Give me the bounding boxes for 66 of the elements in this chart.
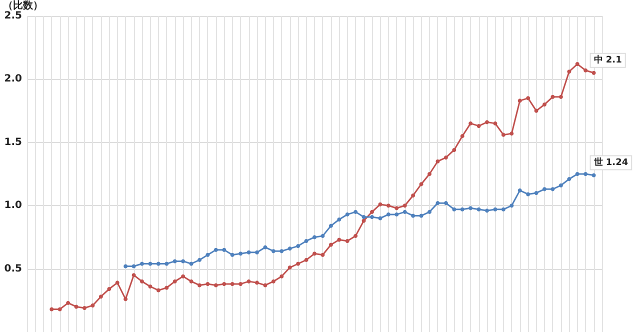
point <box>501 207 506 212</box>
y-tick-label: 2.5 <box>4 10 22 22</box>
point <box>567 177 572 182</box>
point <box>419 214 424 218</box>
point <box>214 248 218 252</box>
y-tick-label: 1.0 <box>4 200 22 212</box>
y-tick-label: 1.5 <box>4 136 22 148</box>
point <box>362 214 366 219</box>
point <box>271 249 276 254</box>
point <box>354 210 358 214</box>
point <box>468 206 473 210</box>
point <box>493 207 498 212</box>
y-axis-title: （比数） <box>3 0 43 12</box>
point <box>198 258 202 262</box>
point <box>296 244 300 248</box>
point <box>124 264 128 268</box>
point <box>288 246 292 251</box>
point <box>411 214 416 218</box>
point <box>164 262 169 266</box>
point <box>320 234 325 238</box>
point <box>172 259 177 264</box>
point <box>378 216 382 220</box>
point <box>156 262 160 266</box>
point <box>510 204 514 208</box>
point <box>444 201 448 206</box>
point <box>189 262 194 266</box>
point <box>280 249 284 254</box>
point <box>542 187 546 192</box>
point <box>592 173 596 178</box>
point <box>584 172 588 176</box>
point <box>337 218 342 222</box>
text: 世 1.24 <box>594 158 628 168</box>
point <box>436 201 440 206</box>
point <box>255 250 259 254</box>
point <box>386 212 390 216</box>
point <box>370 214 374 219</box>
y-tick-label: 0.5 <box>4 263 22 274</box>
point <box>534 190 538 195</box>
point <box>452 207 456 212</box>
y-tick-label: 2.0 <box>4 74 22 85</box>
point <box>575 172 580 176</box>
point <box>304 238 308 243</box>
point <box>485 208 489 213</box>
point <box>140 262 144 266</box>
point <box>312 235 316 240</box>
point <box>345 212 350 216</box>
point <box>558 183 563 188</box>
point <box>263 245 268 250</box>
point <box>181 259 186 264</box>
point <box>222 248 226 252</box>
text: 中 2.1 <box>594 55 622 66</box>
point <box>132 264 136 268</box>
point <box>428 210 432 214</box>
point <box>518 188 522 192</box>
point <box>550 187 555 192</box>
point <box>328 224 333 228</box>
point <box>238 252 243 256</box>
point <box>206 252 210 257</box>
point <box>476 207 481 212</box>
point <box>148 262 152 266</box>
point <box>526 192 530 196</box>
point <box>230 252 234 257</box>
point <box>402 210 407 214</box>
point <box>394 212 399 216</box>
point <box>246 250 251 254</box>
point <box>460 207 464 212</box>
